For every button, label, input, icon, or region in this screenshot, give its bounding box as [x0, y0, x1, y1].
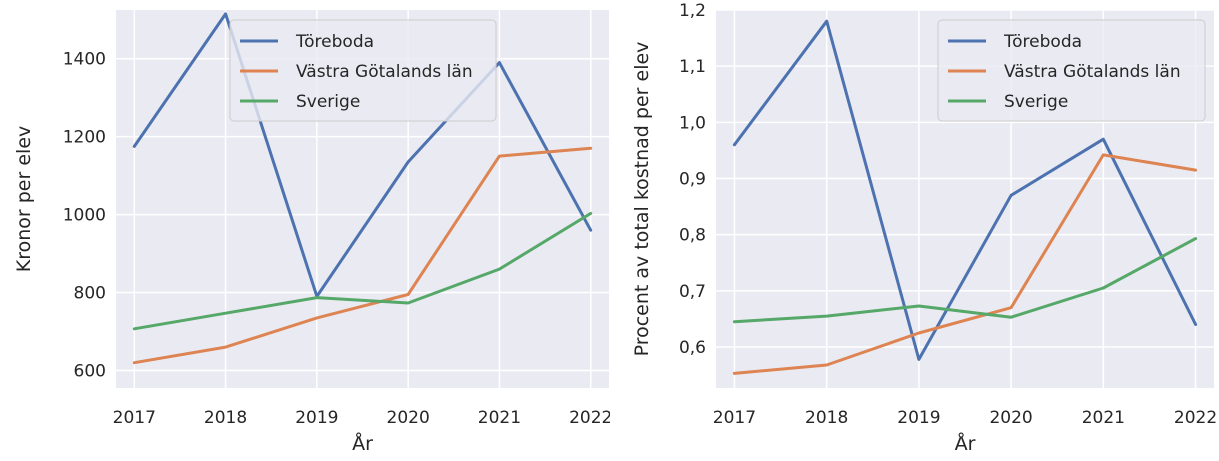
x-tick-label: 2018 — [204, 408, 247, 428]
x-tick-label: 2021 — [478, 408, 521, 428]
x-tick-label: 2019 — [295, 408, 338, 428]
y-tick-label: 800 — [74, 284, 106, 304]
y-tick-label: 1,1 — [679, 57, 706, 77]
legend-box — [229, 19, 497, 122]
x-tick-label: 2021 — [1082, 408, 1125, 428]
series-line-procent-2 — [732, 153, 1198, 375]
y-axis-title: Procent av total kostnad per elev — [631, 42, 653, 357]
legend-label: Västra Götalands län — [296, 62, 473, 82]
legend-label: Sverige — [296, 92, 360, 112]
x-tick-label: 2017 — [713, 408, 756, 428]
series-line-kronor-3 — [132, 211, 593, 331]
x-tick-label: 2018 — [805, 408, 848, 428]
x-axis-title: År — [955, 432, 976, 455]
line-chart-kronor: 600 800 1000 1200 1400 2017 2018 2019 2020 2021 20… — [13, 10, 610, 455]
x-tick-label: 2017 — [113, 408, 156, 428]
y-tick-label: 1000 — [63, 206, 106, 226]
series-line-kronor-2 — [132, 146, 593, 365]
series-line-procent-1 — [732, 19, 1198, 361]
legend-label: Töreboda — [1003, 32, 1082, 52]
legend-label: Västra Götalands län — [1004, 62, 1181, 82]
y-tick-label: 1200 — [63, 128, 106, 148]
x-tick-label: 2020 — [387, 408, 430, 428]
y-tick-label: 0,6 — [679, 338, 706, 358]
x-tick-label: 2022 — [569, 408, 610, 428]
y-axis-title: Kronor per elev — [13, 126, 35, 273]
y-tick-label: 1,0 — [679, 113, 706, 133]
y-tick-label: 0,9 — [679, 169, 706, 189]
legend-label: Sverige — [1004, 92, 1068, 112]
y-tick-label: 1,2 — [679, 1, 706, 21]
x-tick-label: 2022 — [1174, 408, 1217, 428]
y-tick-label: 0,8 — [679, 226, 706, 246]
y-tick-label: 1400 — [63, 50, 106, 70]
series-line-procent-3 — [732, 237, 1198, 324]
legend-label: Töreboda — [295, 32, 374, 52]
line-chart-procent: 0,6 0,7 0,8 0,9 1,0 1,1 1,2 2017 2018 2019 2020 202… — [631, 1, 1217, 455]
y-tick-label: 600 — [74, 361, 106, 381]
series-line-kronor-1 — [132, 12, 593, 298]
x-tick-label: 2019 — [897, 408, 940, 428]
legend-box — [937, 19, 1206, 122]
x-axis-title: År — [352, 432, 373, 455]
x-tick-label: 2020 — [989, 408, 1032, 428]
y-tick-label: 0,7 — [679, 282, 706, 302]
